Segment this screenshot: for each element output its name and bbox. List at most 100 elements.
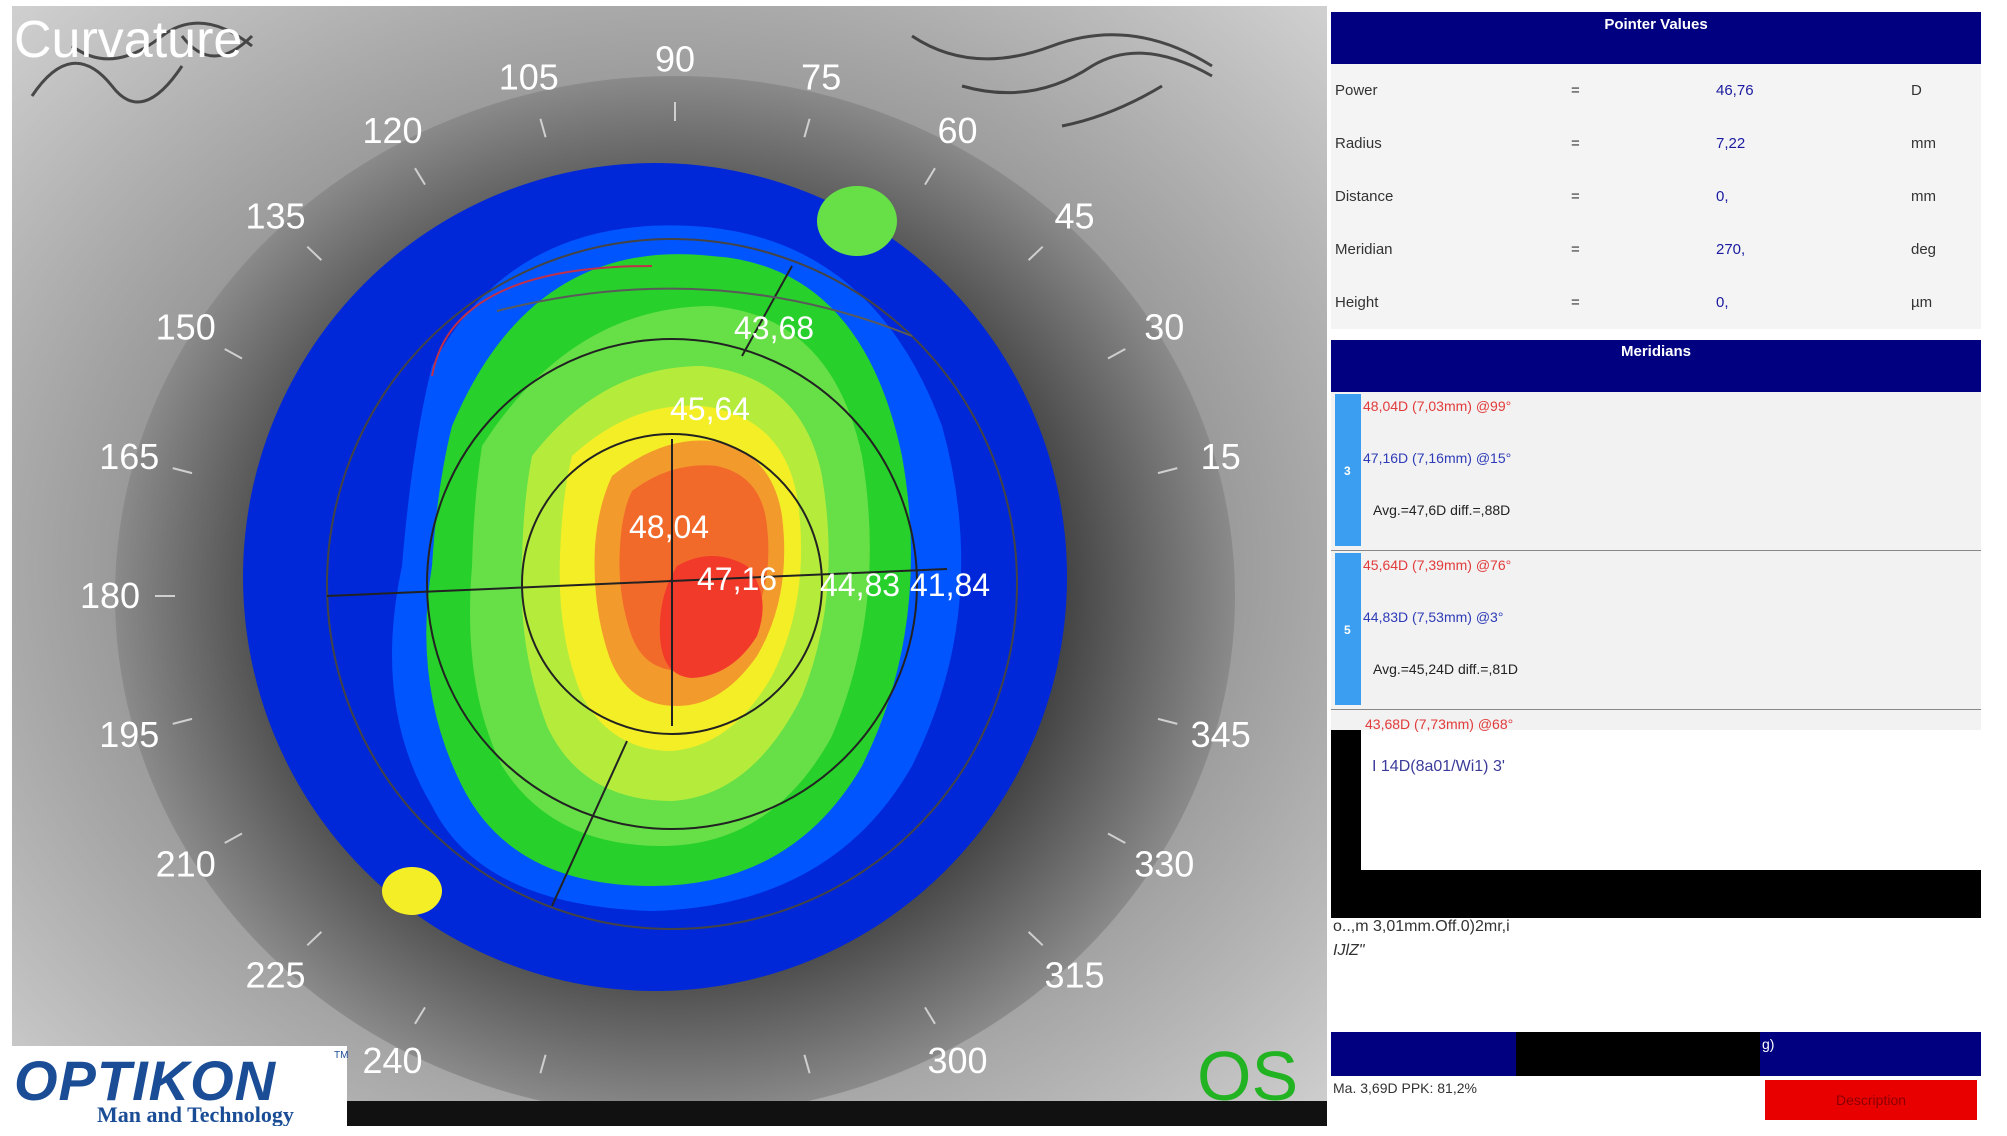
angle-label-300: 300 — [927, 1040, 987, 1081]
angle-label-225: 225 — [245, 955, 305, 996]
meridian-group-bar[interactable]: 5 — [1335, 553, 1361, 705]
summary-values: Ma. 3,69D PPK: 81,2% — [1333, 1080, 1477, 1096]
meridian-group[interactable]: 5 45,64D (7,39mm) @76° 44,83D (7,53mm) @… — [1331, 551, 1981, 710]
map-values: 43,68 45,64 48,04 47,16 44,83 41,84 — [629, 310, 990, 603]
meridians-list[interactable]: 3 48,04D (7,03mm) @99° 47,16D (7,16mm) @… — [1331, 392, 1981, 732]
pointer-unit: mm — [1911, 135, 1936, 152]
pointer-name: Distance — [1335, 188, 1394, 205]
angle-label-210: 210 — [156, 843, 216, 884]
pointer-value: 0, — [1716, 294, 1729, 311]
angle-tick — [539, 118, 547, 138]
pointer-values-table: Power = 46,76 D Radius = 7,22 mm Distanc… — [1331, 64, 1981, 329]
pointer-name: Height — [1335, 294, 1379, 311]
pointer-values-header: Pointer Values — [1331, 12, 1981, 64]
angle-tick — [924, 1006, 936, 1025]
angle-tick — [1107, 832, 1126, 844]
angle-tick — [803, 1054, 811, 1074]
logo-tagline: Man and Technology — [97, 1102, 294, 1126]
angle-tick — [1157, 467, 1178, 475]
topography-color-map — [243, 163, 1067, 991]
angle-label-330: 330 — [1134, 843, 1194, 884]
meridians-panel: Meridians 3 48,04D (7,03mm) @99° 47,16D … — [1331, 340, 1981, 732]
meridian-group-index: 3 — [1344, 464, 1351, 478]
meridian-line-flat: 44,83D (7,53mm) @3° — [1363, 609, 1504, 625]
angle-tick — [172, 717, 193, 725]
value-47-16: 47,16 — [697, 561, 777, 597]
obscured-text: o..,m 3,01mm.Off.0)2mr,i — [1333, 918, 1510, 935]
angle-label-60: 60 — [937, 110, 977, 151]
meridian-group[interactable]: 3 48,04D (7,03mm) @99° 47,16D (7,16mm) @… — [1331, 392, 1981, 551]
angle-tick — [414, 167, 426, 186]
summary-header-text: g) — [1762, 1036, 1775, 1052]
value-44-83: 44,83 — [820, 567, 900, 603]
value-45-64: 45,64 — [670, 391, 750, 427]
logo-tm: TM — [334, 1050, 349, 1061]
angle-label-120: 120 — [362, 110, 422, 151]
angle-tick — [306, 931, 323, 947]
pointer-name: Meridian — [1335, 241, 1393, 258]
angle-tick — [1157, 717, 1178, 725]
pointer-eq: = — [1571, 82, 1580, 99]
angle-label-45: 45 — [1054, 196, 1094, 237]
meridian-line-steep: 45,64D (7,39mm) @76° — [1363, 557, 1512, 573]
pointer-value: 0, — [1716, 188, 1729, 205]
optikon-logo: OPTIKON TM Man and Technology — [12, 1046, 349, 1126]
pointer-eq: = — [1571, 188, 1580, 205]
meridian-group-bar[interactable]: 3 — [1335, 394, 1361, 546]
angle-tick — [224, 348, 243, 360]
pointer-row: Height = 0, µm — [1331, 276, 1981, 329]
angle-label-165: 165 — [99, 436, 159, 477]
angle-label-90: 90 — [655, 38, 695, 79]
angle-tick — [803, 118, 811, 138]
angle-tick — [414, 1006, 426, 1025]
pointer-name: Power — [1335, 82, 1378, 99]
redaction-block — [1331, 870, 1981, 918]
pointer-eq: = — [1571, 294, 1580, 311]
value-43-68: 43,68 — [734, 310, 814, 346]
value-41-84: 41,84 — [910, 567, 990, 603]
angle-tick — [1107, 348, 1126, 360]
meridians-header: Meridians — [1331, 340, 1981, 392]
angle-label-345: 345 — [1191, 714, 1251, 755]
redaction-block — [1516, 1032, 1760, 1076]
pointer-row: Meridian = 270, deg — [1331, 223, 1981, 276]
eye-indicator: OS — [1197, 1037, 1299, 1115]
obscured-text: I 14D(8a01/Wi1) 3' — [1372, 758, 1505, 775]
map-title: Curvature — [14, 11, 243, 69]
angle-label-105: 105 — [499, 57, 559, 98]
pointer-unit: D — [1911, 82, 1922, 99]
angle-label-135: 135 — [245, 196, 305, 237]
angle-tick — [924, 167, 936, 186]
angle-tick — [539, 1054, 547, 1074]
pointer-unit: µm — [1911, 294, 1933, 311]
pointer-value: 270, — [1716, 241, 1746, 258]
meridian-line-flat: 47,16D (7,16mm) @15° — [1363, 450, 1512, 466]
pointer-row: Radius = 7,22 mm — [1331, 117, 1981, 170]
pointer-value: 7,22 — [1716, 135, 1746, 152]
angle-label-75: 75 — [801, 57, 841, 98]
corneal-map-canvas[interactable]: 90 75 60 45 30 15 105 120 135 150 165 180 195 210 225 2… — [12, 6, 1327, 1126]
pointer-values-panel: Pointer Values Power = 46,76 D Radius = … — [1331, 12, 1981, 329]
pointer-eq: = — [1571, 241, 1580, 258]
angle-tick-layer — [155, 102, 1178, 1074]
description-button[interactable]: Description — [1765, 1080, 1977, 1120]
pointer-unit: deg — [1911, 241, 1937, 258]
pointer-value: 46,76 — [1716, 82, 1754, 99]
angle-tick — [172, 467, 193, 475]
angle-label-15: 15 — [1201, 436, 1241, 477]
bottom-shadow — [342, 1101, 1327, 1126]
angle-tick — [1027, 245, 1044, 261]
angle-label-315: 315 — [1044, 955, 1104, 996]
topography-map-pane[interactable]: 90 75 60 45 30 15 105 120 135 150 165 180 195 210 225 2… — [12, 6, 1327, 1126]
meridian-line-average: Avg.=47,6D diff.=,88D — [1373, 502, 1511, 518]
angle-label-240: 240 — [362, 1040, 422, 1081]
meridian-overlay — [326, 238, 1018, 930]
redaction-block — [1331, 730, 1361, 870]
pointer-eq: = — [1571, 135, 1580, 152]
pointer-name: Radius — [1335, 135, 1382, 152]
pointer-row: Distance = 0, mm — [1331, 170, 1981, 223]
angle-tick — [306, 245, 323, 261]
angle-label-150: 150 — [156, 307, 216, 348]
obscured-text: IJlZ" — [1333, 942, 1365, 959]
angle-label-180: 180 — [80, 575, 140, 616]
